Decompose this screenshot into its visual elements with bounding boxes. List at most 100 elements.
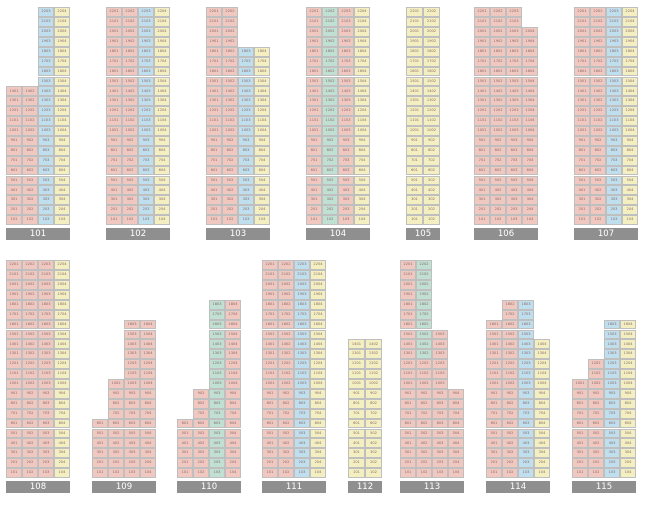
unit-cell: 702 [108,408,124,419]
unit-cell: 1203 [38,359,54,370]
unit-cell: 1902 [22,289,38,300]
unit-cell: 1602 [416,319,432,330]
unit-cell: 1303 [432,349,448,360]
unit-cell: 2202 [423,7,440,18]
unit-cell: 1001 [6,379,22,389]
unit-cell: 1002 [278,379,294,389]
unit-cell: 1803 [338,46,354,57]
unit-cell: 103 [138,215,154,225]
unit-cell: 303 [138,195,154,206]
unit-cell: 1603 [138,66,154,77]
unit-cell: 1503 [38,76,54,87]
unit-cell: 703 [124,408,140,419]
unit-cell: 1002 [365,379,382,389]
unit-cell: 404 [534,438,550,449]
unit-cell: 904 [310,388,326,399]
unit-cell: 804 [354,145,370,156]
unit-cell: 1604 [254,66,270,77]
unit-cell: 1003 [38,379,54,389]
unit-cell: 201 [574,205,590,216]
unit-cell: 1802 [502,299,518,310]
unit-cell: 903 [604,388,620,399]
unit-cell: 502 [502,428,518,439]
unit-cell: 1201 [406,106,423,117]
unit-cell: 104 [254,215,270,225]
unit-cell: 301 [574,195,590,206]
unit-cell: 1404 [154,86,170,97]
unit-cell: 2203 [606,7,622,18]
unit-cell: 1903 [38,36,54,47]
unit-cell: 102 [122,215,138,225]
unit-cell: 2104 [154,17,170,27]
unit-cell: 102 [365,468,382,478]
unit-cell: 1901 [106,36,122,47]
unit-cell: 501 [486,428,502,439]
unit-cell: 1702 [502,309,518,320]
unit-cell: 1102 [416,369,432,379]
unit-cell: 902 [490,135,506,146]
unit-cell: 501 [406,175,423,186]
unit-cell: 1603 [518,319,534,330]
unit-cell: 801 [106,145,122,156]
unit-cell: 1203 [506,106,522,117]
unit-cell: 2204 [622,7,638,18]
unit-cell: 1304 [254,96,270,107]
unit-cell: 1502 [222,76,238,87]
unit-cell: 1903 [38,289,54,300]
unit-cell: 603 [294,418,310,429]
unit-cell: 2202 [22,260,38,271]
unit-cell: 2004 [622,27,638,37]
unit-cell: 603 [338,165,354,176]
unit-cell: 1902 [416,289,432,300]
unit-cell: 1401 [306,86,322,97]
unit-cell: 701 [106,155,122,166]
unit-cell: 402 [222,185,238,196]
unit-cell: 2001 [474,27,490,37]
unit-cell: 202 [22,458,38,469]
unit-cell: 401 [206,185,222,196]
unit-cell: 1203 [338,106,354,117]
unit-cell: 803 [432,398,448,409]
unit-cell: 1304 [522,96,538,107]
unit-cell: 202 [590,205,606,216]
unit-cell: 1404 [622,86,638,97]
unit-cell: 1503 [432,329,448,340]
unit-cell: 2104 [622,17,638,27]
unit-cell: 1803 [38,46,54,57]
unit-cell: 404 [54,185,70,196]
unit-cell: 901 [206,135,222,146]
unit-cell: 1701 [206,56,222,67]
unit-cell: 1002 [22,379,38,389]
unit-cell: 2001 [106,27,122,37]
unit-cell: 902 [22,135,38,146]
unit-cell: 1303 [38,96,54,107]
unit-cell: 1904 [522,36,538,47]
unit-cell: 604 [622,165,638,176]
unit-cell: 501 [92,428,108,439]
unit-cell: 904 [620,388,636,399]
unit-cell: 901 [400,388,416,399]
unit-cell: 1402 [278,339,294,350]
unit-cell: 902 [423,135,440,146]
unit-cell: 1503 [238,76,254,87]
unit-cell: 1504 [522,76,538,87]
unit-cell: 503 [38,428,54,439]
unit-cell: 1703 [238,56,254,67]
unit-cell: 1001 [348,379,365,389]
unit-cell: 601 [348,418,365,429]
unit-cell: 204 [254,205,270,216]
unit-cell: 304 [54,195,70,206]
unit-cell: 1804 [310,299,326,310]
unit-cell: 1103 [432,369,448,379]
unit-cell: 101 [262,468,278,478]
unit-cell: 202 [122,205,138,216]
unit-cell: 1003 [124,379,140,389]
unit-cell: 401 [486,438,502,449]
unit-cell: 702 [590,155,606,166]
unit-cell: 1602 [590,66,606,77]
unit-cell: 1304 [54,349,70,360]
unit-cell: 2103 [338,17,354,27]
unit-cell: 101 [6,468,22,478]
unit-cell: 2203 [38,260,54,271]
unit-cell: 1204 [140,359,156,370]
